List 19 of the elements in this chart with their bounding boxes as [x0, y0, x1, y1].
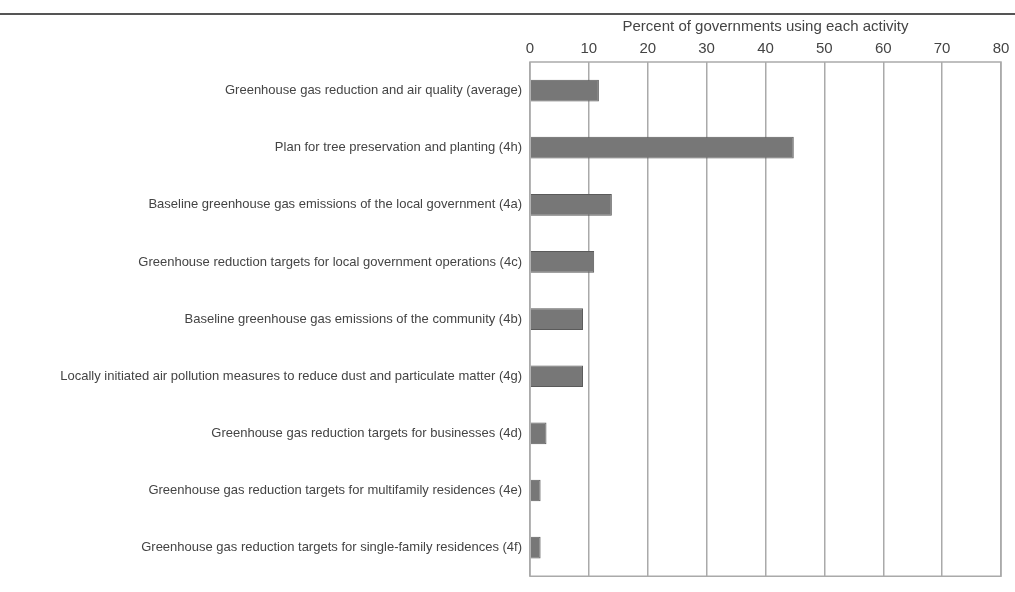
x-tick-label: 40 — [757, 39, 774, 57]
x-tick-label: 70 — [933, 39, 951, 57]
y-tick-label: Baseline greenhouse gas emissions of the community (4b) — [184, 310, 522, 326]
y-tick-label: Greenhouse gas reduction and air quality (average) — [224, 82, 522, 98]
x-tick-label: 80 — [992, 39, 1010, 57]
y-tick-label: Greenhouse reduction targets for local government operations (4c) — [138, 253, 522, 269]
y-tick-label: Plan for tree preservation and planting (4h) — [274, 139, 522, 155]
y-tick-label: Greenhouse gas reduction targets for businesses (4d) — [211, 424, 522, 440]
x-tick-label: 20 — [639, 39, 657, 57]
x-tick-label: 60 — [874, 39, 892, 57]
x-axis-title: Percent of governments using each activity — [622, 17, 909, 35]
y-tick-label: Baseline greenhouse gas emissions of the local government (4a) — [148, 196, 522, 212]
x-tick-label: 30 — [698, 39, 715, 57]
x-tick-label: 10 — [580, 39, 598, 57]
y-tick-label: Greenhouse gas reduction targets for single-family residences (4f) — [141, 539, 522, 555]
x-tick-label: 0 — [525, 39, 535, 57]
x-tick-label: 50 — [816, 39, 833, 57]
y-tick-label: Locally initiated air pollution measures to reduce dust and particulate matter (4g) — [60, 367, 522, 383]
y-tick-label: Greenhouse gas reduction targets for multifamily residences (4e) — [148, 482, 522, 498]
